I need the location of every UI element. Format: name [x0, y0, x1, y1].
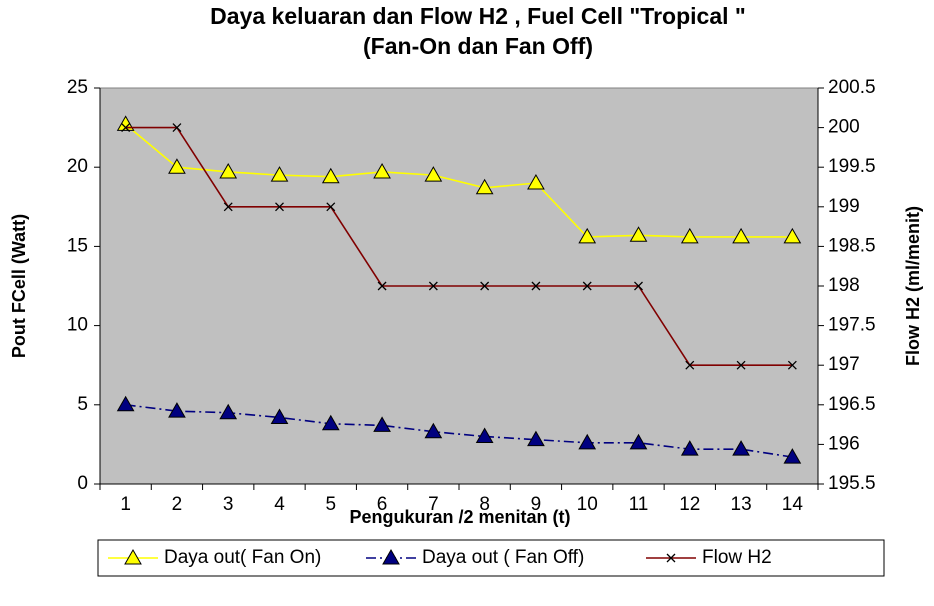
y2-tick-label: 199 — [828, 196, 860, 217]
series-line — [125, 126, 793, 366]
y2-tick-label: 198 — [828, 275, 860, 296]
y2-tick-label: 200 — [828, 117, 860, 138]
marker — [475, 178, 494, 195]
x-tick-label: 14 — [782, 494, 804, 515]
marker — [377, 281, 387, 291]
x-tick-label: 6 — [377, 494, 388, 515]
marker — [531, 281, 541, 291]
x-tick-label: 10 — [577, 494, 598, 515]
x-tick-label: 1 — [120, 494, 131, 515]
marker — [321, 414, 340, 431]
marker — [270, 166, 289, 182]
marker — [787, 360, 797, 370]
x-tick-label: 12 — [679, 494, 700, 515]
marker — [326, 202, 336, 212]
chart-title: Daya keluaran dan Flow H2 , Fuel Cell "T… — [210, 3, 746, 29]
marker — [373, 416, 391, 432]
y2-tick-label: 196 — [828, 433, 860, 454]
x-tick-label: 8 — [479, 494, 490, 515]
y-tick-label: 0 — [77, 473, 88, 494]
marker — [680, 440, 699, 456]
marker — [578, 227, 597, 244]
marker — [475, 427, 494, 443]
marker — [732, 227, 750, 244]
y2-tick-label: 198.5 — [828, 235, 876, 256]
x-tick-label: 3 — [223, 494, 234, 515]
marker — [680, 227, 699, 244]
marker — [275, 202, 284, 212]
y-tick-label: 5 — [77, 394, 88, 415]
marker — [168, 402, 186, 418]
y-axis-title: Pout FCell (Watt) — [9, 214, 29, 358]
marker — [666, 553, 676, 563]
marker — [168, 158, 186, 174]
chart-title: (Fan-On dan Fan Off) — [363, 33, 593, 59]
marker — [223, 202, 233, 212]
marker — [527, 430, 545, 447]
legend-label: Daya out( Fan On) — [164, 547, 321, 568]
x-tick-label: 9 — [531, 494, 542, 515]
x-tick-label: 2 — [172, 494, 183, 515]
marker — [172, 123, 182, 133]
marker — [732, 440, 750, 456]
x-tick-label: 13 — [731, 494, 752, 515]
marker — [124, 548, 142, 565]
marker — [116, 395, 135, 412]
x-tick-label: 11 — [629, 494, 649, 515]
marker — [121, 123, 131, 133]
series-line — [125, 404, 793, 458]
x-tick-label: 5 — [325, 494, 336, 515]
marker — [382, 548, 400, 565]
marker — [634, 281, 643, 291]
y2-tick-label: 200.5 — [828, 77, 876, 98]
marker — [629, 226, 648, 242]
y2-tick-label: 199.5 — [828, 156, 876, 177]
y-tick-label: 15 — [67, 235, 88, 256]
marker — [783, 448, 802, 464]
legend — [97, 539, 885, 577]
y-tick-label: 25 — [67, 77, 88, 98]
series-line — [125, 123, 793, 238]
y-tick-label: 20 — [67, 156, 88, 177]
marker — [219, 403, 238, 420]
marker — [685, 360, 695, 370]
marker — [321, 167, 340, 184]
marker — [373, 162, 391, 179]
marker — [219, 162, 238, 179]
y-tick-label: 10 — [67, 315, 88, 336]
marker — [629, 433, 648, 450]
y2-tick-label: 195.5 — [828, 473, 876, 494]
marker — [527, 174, 545, 190]
x-tick-label: 7 — [428, 494, 439, 515]
y2-tick-label: 197.5 — [828, 315, 876, 336]
marker — [578, 433, 597, 450]
legend-label: Flow H2 — [702, 547, 772, 568]
x-tick-label: 4 — [274, 494, 285, 515]
x-axis-title: Pengukuran /2 menitan (t) — [349, 507, 570, 527]
marker — [428, 281, 438, 291]
marker — [270, 408, 289, 424]
y2-axis-title: Flow H2 (ml/menit) — [903, 206, 923, 366]
marker — [480, 281, 490, 291]
marker — [424, 422, 443, 439]
y2-tick-label: 197 — [828, 354, 860, 375]
y2-tick-label: 196.5 — [828, 394, 876, 415]
marker — [736, 360, 746, 370]
marker — [783, 227, 802, 244]
legend-label: Daya out ( Fan Off) — [422, 547, 584, 568]
marker — [424, 166, 443, 182]
marker — [582, 281, 592, 291]
